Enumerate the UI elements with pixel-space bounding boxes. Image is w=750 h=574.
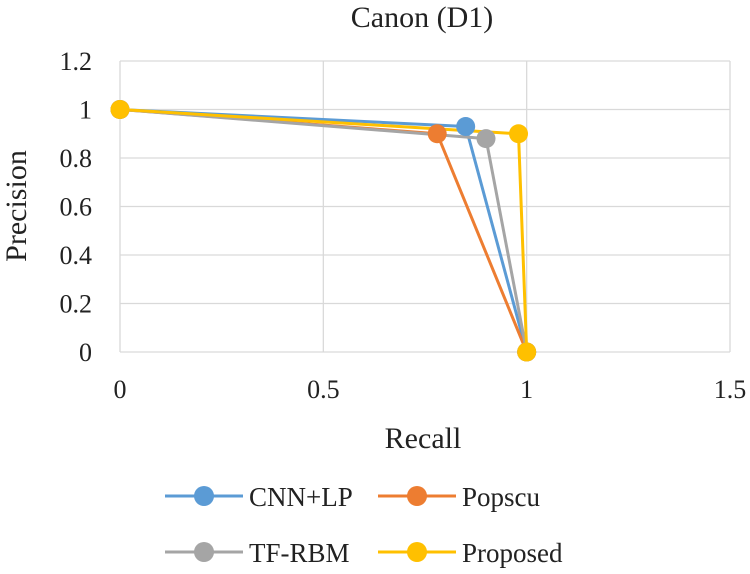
data-point-proposed bbox=[517, 342, 537, 362]
legend: CNN+LP Popscu TF-RBM Proposed bbox=[165, 482, 563, 568]
x-axis-title: Recall bbox=[385, 422, 462, 455]
x-tick-label: 1 bbox=[520, 375, 533, 404]
y-axis-ticks: 0 0.2 0.4 0.6 0.8 1 1.2 bbox=[60, 47, 93, 367]
legend-label-proposed: Proposed bbox=[462, 538, 563, 568]
y-tick-label: 0.2 bbox=[60, 290, 93, 319]
x-tick-label: 0.5 bbox=[307, 375, 340, 404]
gridlines bbox=[119, 60, 731, 353]
data-point-proposed bbox=[509, 124, 529, 144]
data-point-tf-rbm bbox=[476, 129, 496, 149]
y-axis-title: Precision bbox=[0, 150, 33, 262]
x-tick-label: 0 bbox=[114, 375, 127, 404]
data-point-popscu bbox=[427, 124, 447, 144]
y-tick-label: 1 bbox=[79, 96, 92, 125]
series-points bbox=[110, 100, 537, 362]
legend-marker-popscu bbox=[407, 486, 427, 506]
data-point-proposed bbox=[110, 100, 130, 119]
legend-marker-cnn-lp bbox=[194, 486, 214, 506]
x-axis-ticks: 0 0.5 1 1.5 bbox=[114, 375, 747, 404]
chart-title: Canon (D1) bbox=[351, 1, 493, 34]
legend-label-popscu: Popscu bbox=[462, 482, 541, 512]
data-point-cnn-lp bbox=[456, 116, 476, 136]
y-tick-label: 1.2 bbox=[60, 47, 93, 76]
legend-marker-proposed bbox=[407, 542, 427, 562]
x-tick-label: 1.5 bbox=[714, 375, 747, 404]
legend-label-cnn-lp: CNN+LP bbox=[249, 482, 353, 512]
legend-label-tf-rbm: TF-RBM bbox=[249, 538, 350, 568]
y-tick-label: 0.6 bbox=[60, 193, 93, 222]
legend-marker-tf-rbm bbox=[194, 542, 214, 562]
y-tick-label: 0.8 bbox=[60, 144, 93, 173]
y-tick-label: 0.4 bbox=[60, 241, 93, 270]
y-tick-label: 0 bbox=[79, 338, 92, 367]
